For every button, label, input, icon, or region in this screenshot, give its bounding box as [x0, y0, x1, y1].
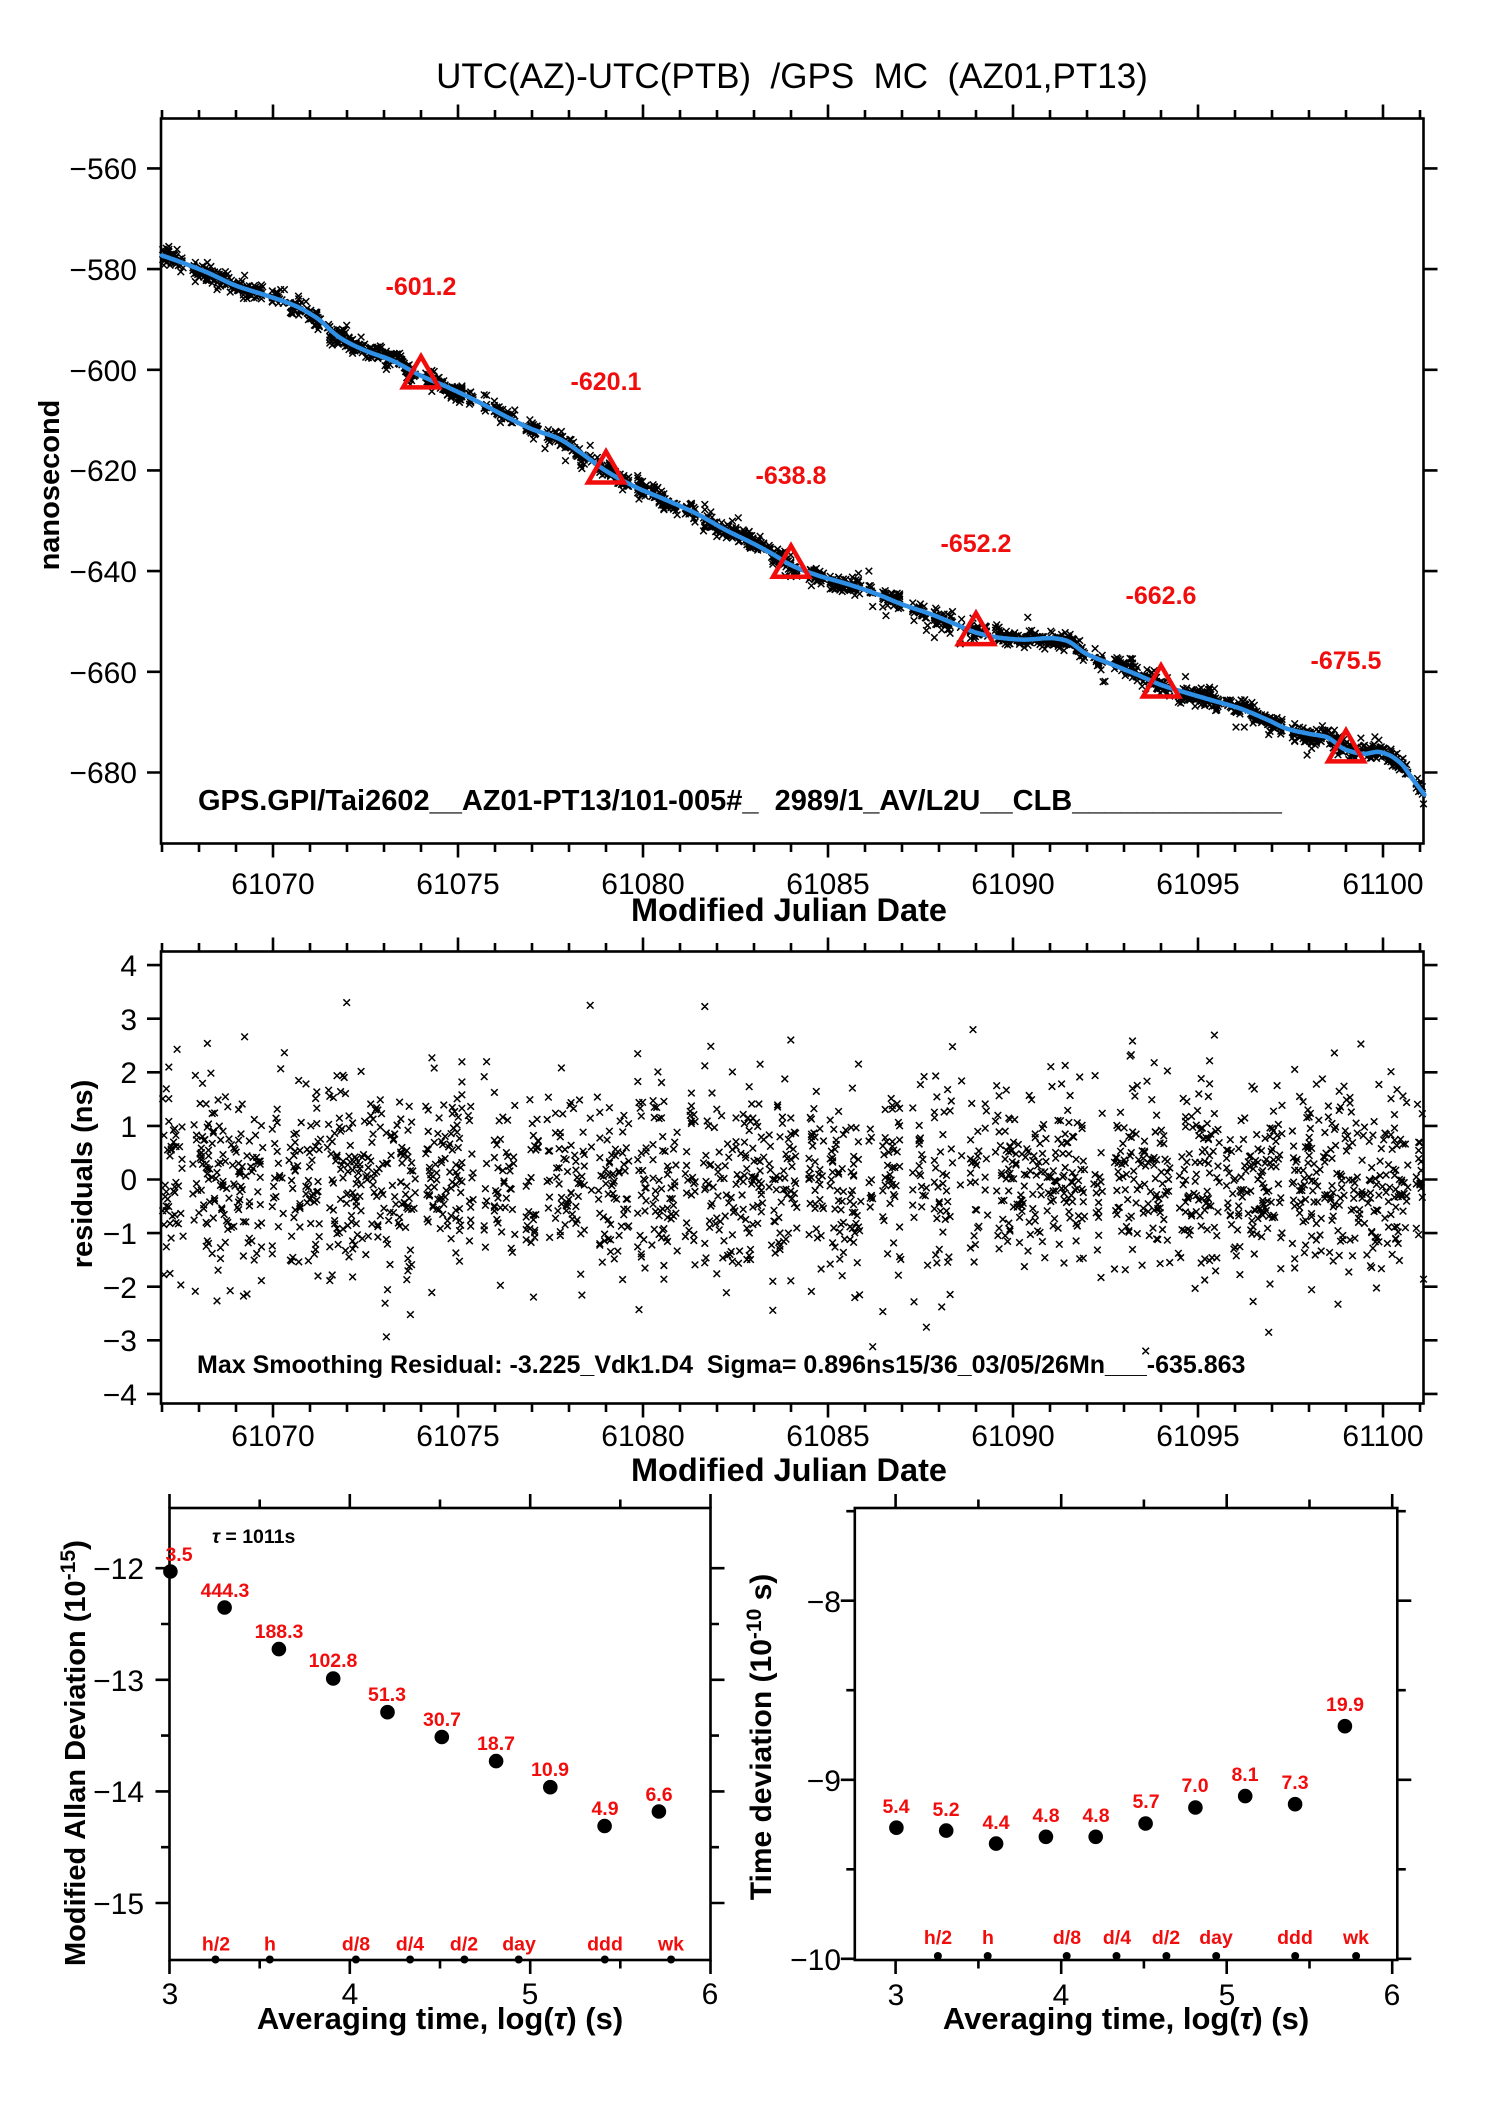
- svg-text:GPS.GPI/Tai2602__AZ01-PT13/101: GPS.GPI/Tai2602__AZ01-PT13/101-005#_ 298…: [198, 785, 1283, 817]
- svg-text:d/4: d/4: [1103, 1927, 1131, 1949]
- svg-text:h/2: h/2: [924, 1927, 952, 1949]
- svg-text:102.8: 102.8: [309, 1650, 358, 1672]
- svg-text:6.6: 6.6: [645, 1784, 672, 1806]
- svg-text:−4: −4: [103, 1379, 137, 1412]
- svg-text:-652.2: -652.2: [941, 530, 1012, 558]
- svg-text:-620.1: -620.1: [571, 368, 642, 396]
- svg-text:51.3: 51.3: [368, 1684, 406, 1706]
- svg-text:6: 6: [702, 1978, 719, 2011]
- svg-text:19.9: 19.9: [1326, 1694, 1364, 1716]
- svg-text:Max Smoothing Residual: -3.225: Max Smoothing Residual: -3.225_Vdk1.D4 S…: [197, 1351, 1245, 1379]
- svg-text:−3: −3: [103, 1325, 137, 1358]
- svg-text:−560: −560: [69, 153, 137, 186]
- svg-text:61085: 61085: [786, 1420, 869, 1453]
- svg-text:-601.2: -601.2: [386, 273, 457, 301]
- svg-text:−9: −9: [807, 1765, 841, 1798]
- svg-text:61075: 61075: [416, 1420, 499, 1453]
- svg-text:2: 2: [120, 1057, 137, 1090]
- svg-text:d/2: d/2: [1152, 1927, 1180, 1949]
- svg-text:d/4: d/4: [396, 1934, 424, 1956]
- svg-text:τ = 1011s: τ = 1011s: [212, 1526, 296, 1548]
- svg-text:-662.6: -662.6: [1126, 582, 1197, 610]
- svg-text:3: 3: [888, 1979, 905, 2012]
- svg-text:3: 3: [162, 1978, 179, 2011]
- svg-text:61100: 61100: [1342, 1420, 1423, 1453]
- svg-text:residuals (ns): residuals (ns): [67, 1080, 99, 1269]
- svg-text:−10: −10: [790, 1944, 841, 1977]
- svg-text:0: 0: [120, 1164, 137, 1197]
- svg-text:day: day: [1199, 1927, 1233, 1949]
- svg-text:5.4: 5.4: [882, 1796, 909, 1818]
- svg-text:h: h: [264, 1934, 276, 1956]
- svg-text:nanosecond: nanosecond: [34, 400, 66, 571]
- svg-text:61090: 61090: [971, 868, 1054, 901]
- svg-text:3.5: 3.5: [165, 1544, 192, 1566]
- svg-text:Averaging time, log(τ) (s): Averaging time, log(τ) (s): [257, 2001, 623, 2036]
- svg-text:8.1: 8.1: [1231, 1764, 1258, 1786]
- svg-text:7.3: 7.3: [1281, 1772, 1308, 1794]
- svg-text:UTC(AZ)-UTC(PTB) /GPS MC (A: UTC(AZ)-UTC(PTB) /GPS MC (AZ01,PT13): [436, 57, 1148, 96]
- svg-text:-638.8: -638.8: [756, 462, 827, 490]
- svg-text:61100: 61100: [1342, 868, 1423, 901]
- svg-text:61080: 61080: [601, 868, 684, 901]
- svg-text:-675.5: -675.5: [1311, 647, 1382, 675]
- svg-text:Modified Julian Date: Modified Julian Date: [631, 892, 947, 928]
- svg-text:61070: 61070: [231, 1420, 314, 1453]
- svg-text:18.7: 18.7: [477, 1733, 515, 1755]
- svg-text:61075: 61075: [416, 868, 499, 901]
- svg-text:3: 3: [120, 1004, 137, 1037]
- svg-text:h: h: [982, 1927, 994, 1949]
- svg-text:61090: 61090: [971, 1420, 1054, 1453]
- svg-text:61085: 61085: [786, 868, 869, 901]
- svg-text:d/8: d/8: [1053, 1927, 1081, 1949]
- svg-text:5: 5: [1219, 1979, 1236, 2012]
- svg-text:−680: −680: [69, 757, 137, 790]
- svg-text:−600: −600: [69, 355, 137, 388]
- svg-text:Averaging time, log(τ) (s): Averaging time, log(τ) (s): [943, 2001, 1309, 2036]
- svg-text:ddd: ddd: [1277, 1927, 1313, 1949]
- svg-text:4: 4: [342, 1978, 359, 2011]
- svg-text:−15: −15: [93, 1888, 144, 1921]
- svg-text:−12: −12: [93, 1553, 144, 1586]
- svg-text:4: 4: [1053, 1979, 1070, 2012]
- svg-text:−640: −640: [69, 556, 137, 589]
- svg-text:1: 1: [120, 1111, 137, 1144]
- svg-text:d/8: d/8: [342, 1934, 370, 1956]
- svg-text:5.7: 5.7: [1132, 1791, 1159, 1813]
- svg-text:4.4: 4.4: [982, 1812, 1009, 1834]
- svg-text:7.0: 7.0: [1181, 1775, 1208, 1797]
- svg-text:−1: −1: [103, 1218, 137, 1251]
- svg-text:4.9: 4.9: [591, 1798, 618, 1820]
- svg-text:day: day: [502, 1934, 536, 1956]
- svg-text:4.8: 4.8: [1032, 1805, 1059, 1827]
- svg-text:4.8: 4.8: [1082, 1805, 1109, 1827]
- svg-text:d/2: d/2: [450, 1934, 478, 1956]
- svg-text:4: 4: [120, 950, 137, 983]
- svg-text:Modified Allan Deviation (10-1: Modified Allan Deviation (10-15): [57, 1540, 92, 1966]
- svg-text:−580: −580: [69, 254, 137, 287]
- svg-text:−660: −660: [69, 657, 137, 690]
- svg-text:5: 5: [522, 1978, 539, 2011]
- svg-text:h/2: h/2: [202, 1934, 230, 1956]
- svg-text:−14: −14: [93, 1776, 144, 1809]
- svg-text:5.2: 5.2: [932, 1799, 959, 1821]
- svg-text:188.3: 188.3: [255, 1621, 304, 1643]
- svg-text:−2: −2: [103, 1272, 137, 1305]
- svg-text:−620: −620: [69, 455, 137, 488]
- svg-text:444.3: 444.3: [201, 1580, 250, 1602]
- svg-text:ddd: ddd: [587, 1934, 623, 1956]
- svg-text:wk: wk: [1342, 1927, 1369, 1949]
- svg-text:61095: 61095: [1156, 1420, 1239, 1453]
- svg-text:6: 6: [1384, 1979, 1401, 2012]
- svg-text:−13: −13: [93, 1665, 144, 1698]
- svg-text:Modified Julian Date: Modified Julian Date: [631, 1452, 947, 1488]
- svg-text:30.7: 30.7: [423, 1709, 461, 1731]
- svg-text:61095: 61095: [1156, 868, 1239, 901]
- svg-text:−8: −8: [807, 1586, 841, 1619]
- svg-text:10.9: 10.9: [531, 1759, 569, 1781]
- svg-text:wk: wk: [657, 1934, 684, 1956]
- svg-text:61080: 61080: [601, 1420, 684, 1453]
- svg-text:61070: 61070: [231, 868, 314, 901]
